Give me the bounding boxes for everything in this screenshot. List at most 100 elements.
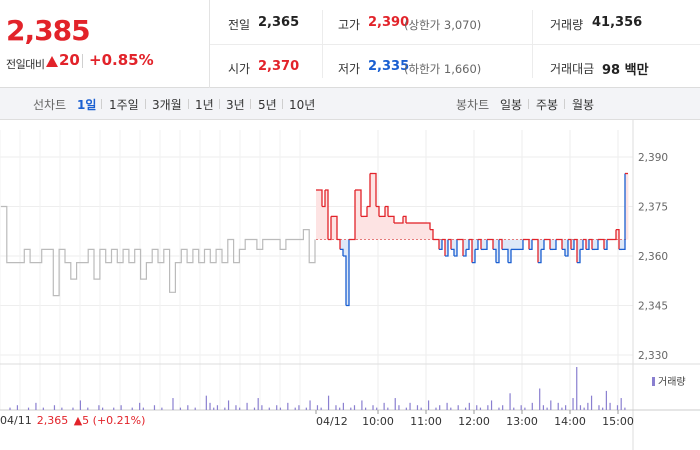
today-line-segment [520, 239, 524, 251]
candle-daily[interactable]: 일봉 [500, 98, 523, 112]
volume-bar [605, 390, 607, 410]
volume-bar [213, 407, 215, 410]
today-line-segment [586, 239, 590, 251]
up-fill [319, 190, 323, 240]
today-line-segment [583, 238, 587, 250]
volume-bar [624, 407, 626, 410]
today-line-segment [373, 172, 377, 207]
today-line-segment [382, 206, 386, 218]
lower-limit: (하한가 1,660) [404, 62, 482, 76]
candle-chart-label: 봉차트 [456, 98, 490, 112]
volume-bar [583, 407, 585, 410]
today-line-segment [541, 239, 545, 251]
up-fill [376, 206, 380, 240]
today-line-segment [460, 238, 464, 256]
divider [528, 99, 529, 109]
volume-bar [572, 398, 574, 410]
price-box: 2,385 전일대비 20 +0.85% [0, 0, 210, 88]
period-10y[interactable]: 10년 [289, 98, 316, 112]
volume-bar [524, 407, 526, 410]
today-line-segment [334, 215, 338, 240]
volume-bar [205, 395, 207, 410]
up-fill [418, 223, 422, 240]
candle-weekly[interactable]: 주봉 [536, 98, 559, 112]
today-line-segment [568, 238, 572, 250]
up-fill [397, 223, 401, 240]
today-line-segment [454, 239, 458, 257]
divider [322, 10, 323, 78]
volume-bar [279, 407, 282, 410]
divider [145, 99, 146, 109]
y-tick-label: 2,360 [638, 251, 668, 263]
today-line-segment [322, 190, 326, 208]
volume-bar [465, 407, 467, 410]
today-line-segment [499, 238, 503, 250]
today-line-segment [385, 205, 389, 217]
down-fill [511, 239, 515, 250]
today-line-segment [346, 239, 350, 307]
volume-bar [98, 405, 100, 410]
divider [101, 99, 102, 109]
y-tick-label: 2,330 [638, 350, 668, 362]
high-label: 고가 [338, 18, 361, 32]
up-fill [322, 206, 326, 240]
volume-bar [620, 398, 622, 410]
down-fill [472, 239, 476, 263]
today-line-segment [343, 255, 347, 306]
volume-label: 거래량 [550, 18, 584, 32]
period-3m[interactable]: 3개월 [152, 98, 182, 112]
volume-bar [542, 405, 545, 410]
open-value: 2,370 [258, 59, 300, 74]
volume-bar [350, 407, 352, 410]
volume-bar [42, 407, 44, 410]
open-label: 시가 [228, 62, 251, 76]
volume-bar [405, 407, 407, 410]
prev-close-value: 2,365 [258, 15, 300, 30]
today-line-segment [376, 205, 380, 217]
period-1w[interactable]: 1주일 [109, 98, 139, 112]
amount-value: 98 백만 [602, 63, 649, 78]
down-fill [484, 239, 488, 250]
period-1d[interactable]: 1일 [77, 98, 97, 112]
x-tick-label: 13:00 [506, 415, 538, 428]
y-tick-label: 2,390 [638, 152, 668, 164]
volume-bar [457, 405, 459, 410]
today-line-segment [391, 215, 395, 223]
period-5y[interactable]: 5년 [258, 98, 277, 112]
down-fill [550, 239, 554, 250]
divider [532, 10, 533, 78]
up-fill [394, 223, 398, 240]
down-fill [496, 239, 500, 263]
volume-bar [439, 405, 441, 410]
down-fill [592, 239, 596, 250]
volume-bar [394, 398, 396, 410]
period-1y[interactable]: 1년 [195, 98, 214, 112]
quote-header: 2,385 전일대비 20 +0.85% [0, 0, 700, 88]
volume-bar [139, 402, 141, 410]
today-line-segment [364, 206, 368, 218]
down-fill [502, 239, 506, 250]
volume-legend-label: 거래량 [658, 377, 686, 388]
down-fill [463, 239, 467, 256]
candle-monthly[interactable]: 월봉 [572, 98, 595, 112]
divider [188, 99, 189, 109]
high-value: 2,390 [368, 15, 410, 30]
today-line-segment [604, 239, 608, 251]
volume-bar [616, 405, 619, 410]
volume-bar [194, 407, 196, 410]
down-fill [580, 239, 584, 250]
down-fill [505, 239, 509, 250]
y-tick-label: 2,345 [638, 301, 668, 313]
divider [82, 54, 83, 68]
volume-bar [513, 407, 515, 410]
today-line-segment [589, 238, 593, 250]
volume-bar [53, 405, 56, 410]
down-fill [475, 239, 479, 250]
volume-bar [387, 407, 389, 410]
period-3y[interactable]: 3년 [226, 98, 245, 112]
volume-bar [509, 393, 511, 410]
today-line-segment [436, 238, 440, 250]
down-fill [562, 239, 566, 250]
volume-bar [246, 402, 248, 410]
up-fill [331, 216, 335, 240]
